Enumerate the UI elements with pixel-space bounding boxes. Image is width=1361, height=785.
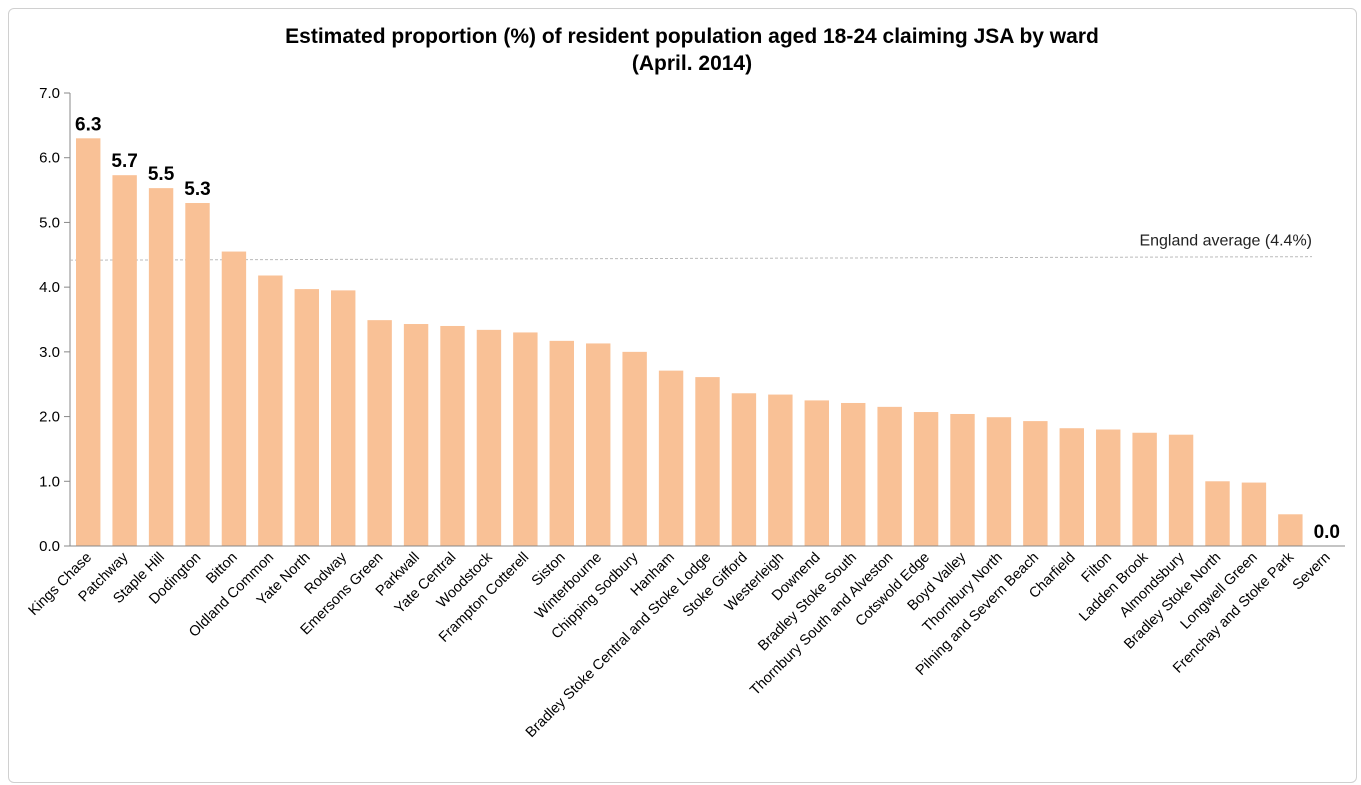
bar [112,175,137,547]
bars [76,138,1303,547]
bar [331,290,356,546]
chart-title: Estimated proportion (%) of resident pop… [285,25,1099,48]
chart-subtitle: (April. 2014) [632,52,752,75]
bar [622,351,647,546]
data-label: 0.0 [1314,522,1340,543]
bar [804,400,829,546]
bar [185,203,210,546]
data-label: 5.7 [111,151,137,172]
y-tick-label: 1.0 [39,473,60,490]
y-axis: 0.0 1.0 2.0 3.0 4.0 5.0 6.0 7.0 [39,85,71,555]
bar [221,251,247,547]
bar [768,394,793,546]
y-tick-label: 3.0 [39,344,60,361]
bar [1096,429,1121,546]
bar [258,275,283,546]
bar [986,417,1012,546]
y-tick-label: 4.0 [39,279,60,296]
bar [586,343,611,546]
bar [549,340,574,546]
england-average-label: England average (4.4%) [1139,233,1312,250]
x-tick-label: Severn [1290,550,1334,594]
bar [76,138,101,547]
bar [950,413,975,546]
bar [1241,482,1267,546]
england-average-line [69,256,1313,261]
y-tick-label: 2.0 [39,409,60,426]
bar [440,325,465,546]
y-tick-label: 6.0 [39,150,60,167]
bar [877,406,902,546]
bar [148,188,174,546]
bar [695,377,720,546]
data-labels: 6.3 5.7 5.5 5.3 0.0 [75,114,1340,543]
bar [1168,434,1194,546]
y-tick-label: 0.0 [39,538,60,555]
bar [367,320,392,546]
bar [913,412,939,546]
bar [731,393,757,546]
y-tick-label: 7.0 [39,85,60,102]
bar [841,402,866,546]
bar [476,329,502,546]
bar [658,370,684,546]
data-label: 5.3 [184,179,210,200]
bar [1132,432,1157,546]
data-label: 6.3 [75,114,101,135]
bar [1023,421,1048,546]
bar [1278,514,1303,546]
data-label: 5.5 [148,164,175,185]
reference-line-group: England average (4.4%) [69,233,1313,261]
bar [403,324,429,546]
bar [1059,428,1084,546]
bar [513,332,538,546]
bar [294,289,319,546]
bar [1205,481,1230,546]
y-tick-label: 5.0 [39,214,60,231]
